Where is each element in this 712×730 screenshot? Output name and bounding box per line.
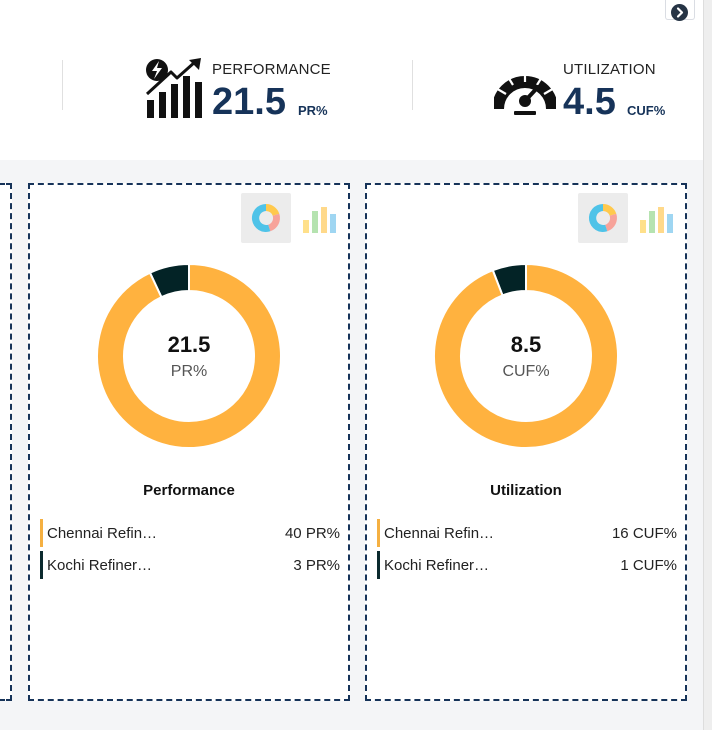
kpi-summary-card: PERFORMANCE 21.5 PR% UTILIZATION 4.5 (0, 0, 703, 160)
legend-value: 40 PR% (284, 525, 340, 542)
panel-title: Utilization (490, 482, 562, 499)
donut-view-toggle[interactable] (578, 193, 628, 243)
kpi-title: UTILIZATION (563, 61, 656, 78)
donut-chart-icon (251, 203, 280, 232)
legend-color-swatch (377, 519, 380, 547)
legend-label: Kochi Refiner… (47, 557, 153, 574)
bar-view-toggle[interactable] (630, 193, 680, 243)
donut-center-unit: PR% (170, 363, 208, 380)
legend-item[interactable]: Chennai Refin… 16 CUF% (377, 519, 677, 549)
kpi-value: 4.5 (563, 81, 616, 123)
bar-view-toggle[interactable] (293, 193, 343, 243)
legend-item[interactable]: Kochi Refiner… 3 PR% (40, 551, 340, 581)
donut-view-toggle[interactable] (241, 193, 291, 243)
legend-value: 1 CUF% (620, 557, 677, 574)
chart-panel-performance: 21.5 PR% Performance Chennai Refin… 40 P… (28, 183, 350, 701)
donut-slice-chennai[interactable] (433, 262, 619, 449)
vertical-scrollbar[interactable] (703, 0, 712, 730)
donut-center-value: 8.5 (510, 332, 542, 357)
collapse-button[interactable] (665, 0, 695, 21)
donut-chart: 21.5 PR% (95, 262, 283, 450)
legend-color-swatch (40, 519, 43, 547)
legend-value: 16 CUF% (611, 525, 677, 542)
bar-chart-icon (640, 207, 673, 233)
donut-slice-chennai[interactable] (96, 262, 282, 449)
speedometer-icon (492, 63, 558, 122)
chevron-right-icon (671, 4, 688, 21)
chart-panel-utilization: 8.5 CUF% Utilization Chennai Refin… 16 C… (365, 183, 687, 701)
kpi-unit: PR% (298, 103, 328, 118)
kpi-divider (62, 60, 63, 110)
legend-value: 3 PR% (293, 557, 340, 574)
legend-label: Chennai Refin… (384, 525, 495, 542)
kpi-value: 21.5 (212, 81, 286, 123)
kpi-unit: CUF% (627, 103, 666, 118)
donut-chart-icon (588, 203, 617, 232)
performance-bar-chart-icon (145, 58, 207, 125)
kpi-divider (412, 60, 413, 110)
legend-label: Kochi Refiner… (384, 557, 490, 574)
legend-item[interactable]: Chennai Refin… 40 PR% (40, 519, 340, 549)
legend-color-swatch (377, 551, 380, 579)
kpi-title: PERFORMANCE (212, 61, 331, 78)
bar-chart-icon (303, 207, 336, 233)
chart-panel-partial (0, 183, 12, 701)
legend-label: Chennai Refin… (47, 525, 158, 542)
legend-color-swatch (40, 551, 43, 579)
donut-chart: 8.5 CUF% (432, 262, 620, 450)
donut-center-unit: CUF% (502, 363, 550, 380)
donut-center-value: 21.5 (167, 332, 211, 357)
panel-title: Performance (143, 482, 235, 499)
legend-item[interactable]: Kochi Refiner… 1 CUF% (377, 551, 677, 581)
